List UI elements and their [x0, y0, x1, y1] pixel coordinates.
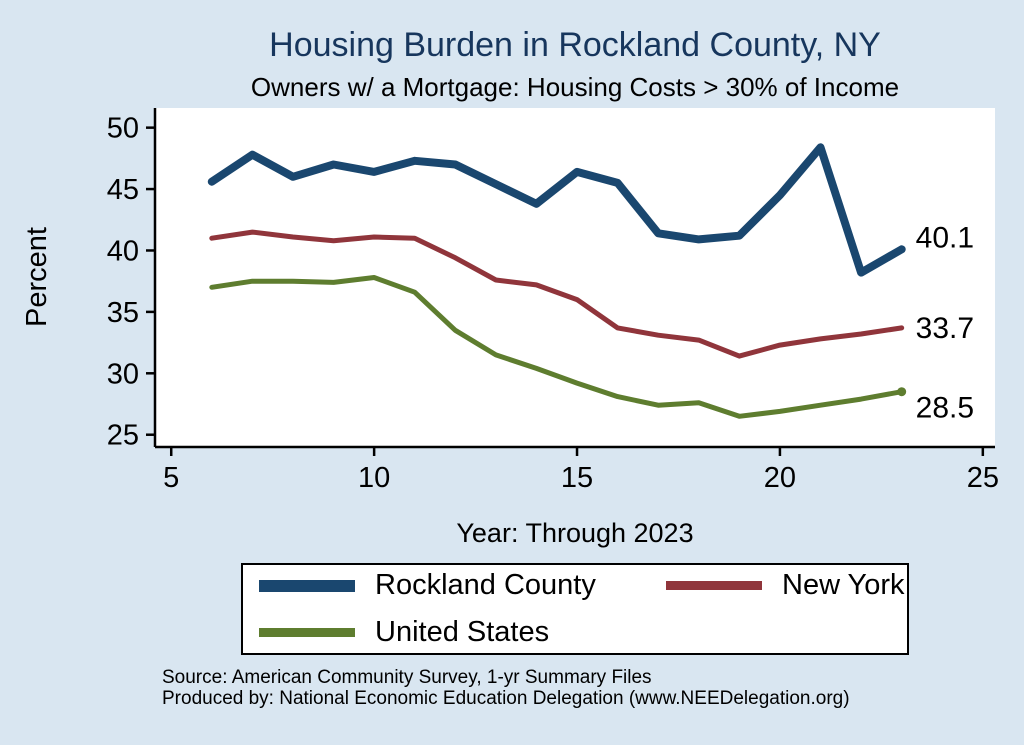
united-states-line-swatch: [259, 628, 355, 637]
end-value-label: 40.1: [916, 221, 974, 254]
rockland-county-line-swatch: [259, 579, 355, 592]
y-tick-label: 35: [107, 297, 139, 329]
end-value-label: 33.7: [916, 312, 974, 345]
source-note: Source: American Community Survey, 1-yr …: [162, 667, 850, 709]
legend-item-rockland-county: Rockland County: [259, 569, 666, 602]
x-tick-label: 5: [163, 462, 179, 494]
y-tick-label: 25: [107, 420, 139, 452]
legend-item-united-states: United States: [259, 616, 666, 649]
series-rockland-county: [207, 143, 906, 277]
series-new-york: [209, 229, 905, 359]
source-line-2: Produced by: National Economic Education…: [162, 688, 850, 709]
legend-label-new-york: New York: [782, 569, 905, 601]
x-tick-label: 25: [967, 462, 999, 494]
y-tick-label: 50: [107, 113, 139, 145]
x-tick-label: 15: [561, 462, 593, 494]
series-united-states: [209, 275, 905, 419]
legend-item-new-york: New York: [666, 569, 907, 602]
plot-area: [155, 108, 995, 447]
x-tick-label: 20: [764, 462, 796, 494]
end-value-label: 28.5: [916, 392, 974, 425]
new-york-line-swatch: [666, 581, 762, 590]
chart-title: Housing Burden in Rockland County, NY: [269, 26, 881, 64]
source-line-1: Source: American Community Survey, 1-yr …: [162, 667, 652, 688]
x-axis-label: Year: Through 2023: [456, 518, 694, 548]
legend-label-united-states: United States: [375, 616, 550, 648]
y-tick-label: 30: [107, 358, 139, 390]
x-tick-label: 10: [358, 462, 390, 494]
chart-subtitle: Owners w/ a Mortgage: Housing Costs > 30…: [250, 72, 900, 102]
y-tick-label: 45: [107, 174, 139, 206]
end-marker: [897, 387, 907, 397]
legend-label-rockland-county: Rockland County: [375, 569, 596, 601]
y-tick-label: 40: [107, 235, 139, 267]
legend: Rockland County New York United States: [241, 563, 909, 655]
